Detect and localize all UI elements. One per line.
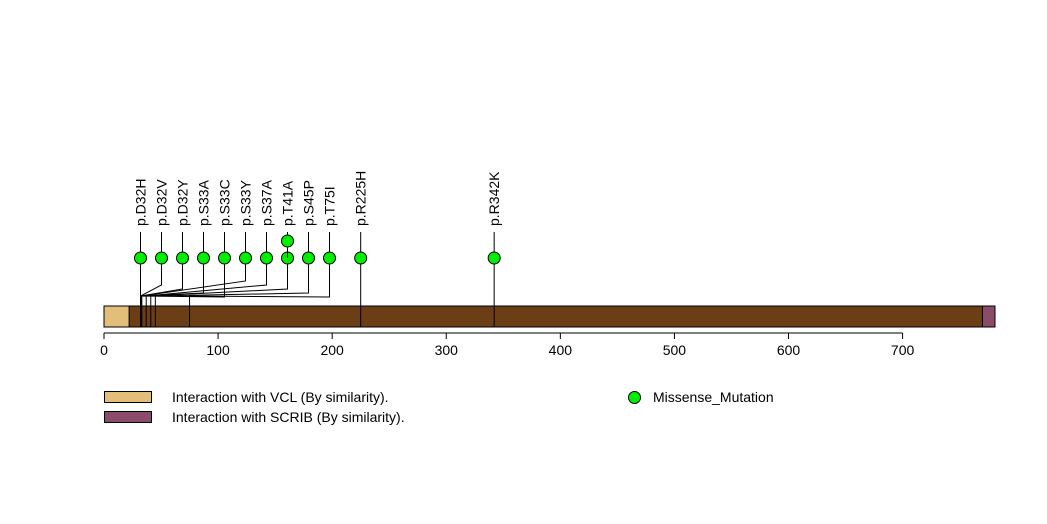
mutation-label: p.D32Y (175, 179, 191, 226)
domain-0 (103, 305, 130, 328)
mutation-label: p.R342K (486, 171, 502, 226)
mutation-label: p.R225H (353, 171, 369, 226)
x-axis-tick-label: 600 (777, 342, 801, 358)
mutation-label: p.D32H (133, 179, 149, 226)
mutation-stem (150, 258, 289, 327)
mutation-dot (239, 251, 253, 265)
mutation-stem (189, 258, 331, 327)
x-axis-tick-label: 300 (435, 342, 459, 358)
mutation-label: p.S33A (196, 179, 212, 226)
mutation-stem (154, 258, 310, 327)
legend-dot-missense (628, 390, 641, 404)
mutation-label: p.D32V (154, 179, 170, 226)
domain-1 (981, 305, 996, 328)
mutation-stem (140, 258, 184, 327)
mutation-label: p.S33Y (238, 179, 254, 226)
x-axis-tick-label: 200 (320, 342, 344, 358)
mutation-dot (487, 251, 501, 265)
x-axis-tick-label: 700 (891, 342, 915, 358)
protein-backbone (103, 305, 996, 328)
mutation-dot (176, 251, 190, 265)
legend-item-missense: Missense_Mutation (628, 389, 774, 405)
legend-label-vcl: Interaction with VCL (By similarity). (172, 389, 389, 405)
mutation-label: p.S33C (217, 179, 233, 226)
mutation-dot (218, 251, 232, 265)
legend-item-scrib: Interaction with SCRIB (By similarity). (104, 409, 405, 425)
mutation-dot (155, 251, 169, 265)
x-axis-tick-label: 100 (206, 342, 230, 358)
mutation-label: p.T41A (280, 180, 296, 226)
mutation-dot (354, 251, 368, 265)
mutation-label: p.S37A (259, 179, 275, 226)
legend-swatch-vcl (104, 391, 152, 403)
x-axis-tick-label: 400 (549, 342, 573, 358)
legend-label-missense: Missense_Mutation (653, 389, 774, 405)
x-axis-tick-label: 0 (100, 342, 108, 358)
mutation-stem (141, 258, 247, 327)
mutation-dot (197, 251, 211, 265)
mutation-stem (145, 258, 268, 327)
mutation-dot (323, 251, 337, 265)
mutation-dot (134, 251, 148, 265)
legend-item-vcl: Interaction with VCL (By similarity). (104, 389, 389, 405)
mutation-dot (302, 251, 316, 265)
legend-label-scrib: Interaction with SCRIB (By similarity). (172, 409, 405, 425)
x-axis-tick-label: 500 (663, 342, 687, 358)
mutation-label: p.S45P (301, 180, 317, 226)
legend-swatch-scrib (104, 411, 152, 423)
mutation-dot (281, 234, 295, 248)
mutation-label: p.T75I (322, 186, 338, 226)
mutation-dot (260, 251, 274, 265)
